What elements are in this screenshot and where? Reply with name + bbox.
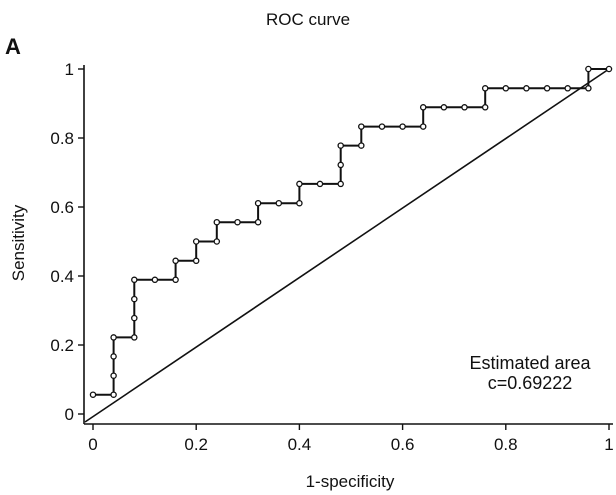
- roc-point-marker: [523, 85, 530, 92]
- roc-point-marker: [234, 218, 241, 226]
- x-tick-label: 0.8: [494, 435, 518, 454]
- roc-point-marker: [172, 257, 179, 265]
- roc-point-marker: [358, 123, 365, 130]
- x-tick-label: 0.2: [184, 435, 208, 454]
- roc-point-marker: [481, 104, 489, 111]
- roc-point-marker: [192, 257, 200, 265]
- roc-point-marker: [213, 238, 221, 245]
- roc-point-marker: [440, 104, 448, 111]
- x-tick-label: 0.6: [391, 435, 415, 454]
- y-tick-label: 0.2: [50, 336, 74, 355]
- roc-point-marker: [89, 391, 97, 398]
- roc-point-marker: [296, 180, 303, 188]
- roc-point-marker: [605, 65, 613, 73]
- roc-point-marker: [213, 218, 221, 226]
- x-tick-label: 1: [604, 435, 613, 454]
- roc-point-marker: [131, 276, 138, 284]
- estimated-area-value: c=0.69222: [488, 373, 573, 393]
- y-tick-label: 0: [65, 405, 74, 424]
- y-tick-label: 0.6: [50, 198, 74, 217]
- roc-point-marker: [419, 104, 427, 111]
- roc-point-marker: [543, 85, 551, 92]
- panel-label: A: [5, 34, 21, 59]
- roc-point-marker: [254, 218, 262, 226]
- roc-point-marker: [110, 353, 117, 360]
- roc-point-marker: [337, 180, 344, 188]
- roc-point-marker: [337, 142, 344, 149]
- y-tick-label: 0.8: [50, 129, 74, 148]
- roc-point-marker: [316, 180, 324, 188]
- y-tick-label: 1: [65, 60, 74, 79]
- roc-point-marker: [254, 199, 262, 207]
- roc-point-marker: [151, 276, 159, 284]
- roc-point-marker: [481, 85, 489, 92]
- roc-point-marker: [399, 123, 406, 130]
- roc-point-marker: [461, 104, 468, 111]
- roc-point-marker: [585, 85, 592, 92]
- x-tick-label: 0.4: [288, 435, 312, 454]
- roc-point-marker: [110, 391, 117, 398]
- roc-markers: [89, 65, 613, 398]
- roc-point-marker: [419, 123, 427, 130]
- roc-point-marker: [192, 238, 200, 245]
- ticks: 0 0.2 0.4 0.6 0.8 1 0 0.2 0.4 0.6 0.8 1: [50, 60, 613, 454]
- roc-point-marker: [296, 199, 303, 207]
- roc-point-marker: [358, 142, 365, 149]
- x-tick-label: 0: [88, 435, 97, 454]
- axes: [83, 65, 613, 425]
- roc-point-marker: [131, 295, 138, 303]
- roc-curve-line: [93, 68, 609, 396]
- roc-point-marker: [172, 276, 179, 284]
- y-axis-label: Sensitivity: [9, 204, 28, 281]
- roc-point-marker: [585, 65, 592, 73]
- x-axis-label: 1-specificity: [306, 472, 395, 491]
- roc-point-marker: [110, 372, 117, 379]
- roc-point-marker: [275, 199, 283, 207]
- roc-point-marker: [131, 314, 138, 322]
- y-tick-label: 0.4: [50, 267, 74, 286]
- roc-point-marker: [378, 123, 386, 130]
- roc-point-marker: [502, 85, 510, 92]
- roc-point-marker: [337, 161, 344, 169]
- estimated-area-label: Estimated area: [469, 353, 591, 373]
- chart-title: ROC curve: [265, 10, 351, 29]
- roc-point-marker: [110, 334, 117, 341]
- reference-diagonal-line: [84, 68, 610, 423]
- roc-point-marker: [564, 85, 571, 92]
- roc-point-marker: [131, 334, 138, 341]
